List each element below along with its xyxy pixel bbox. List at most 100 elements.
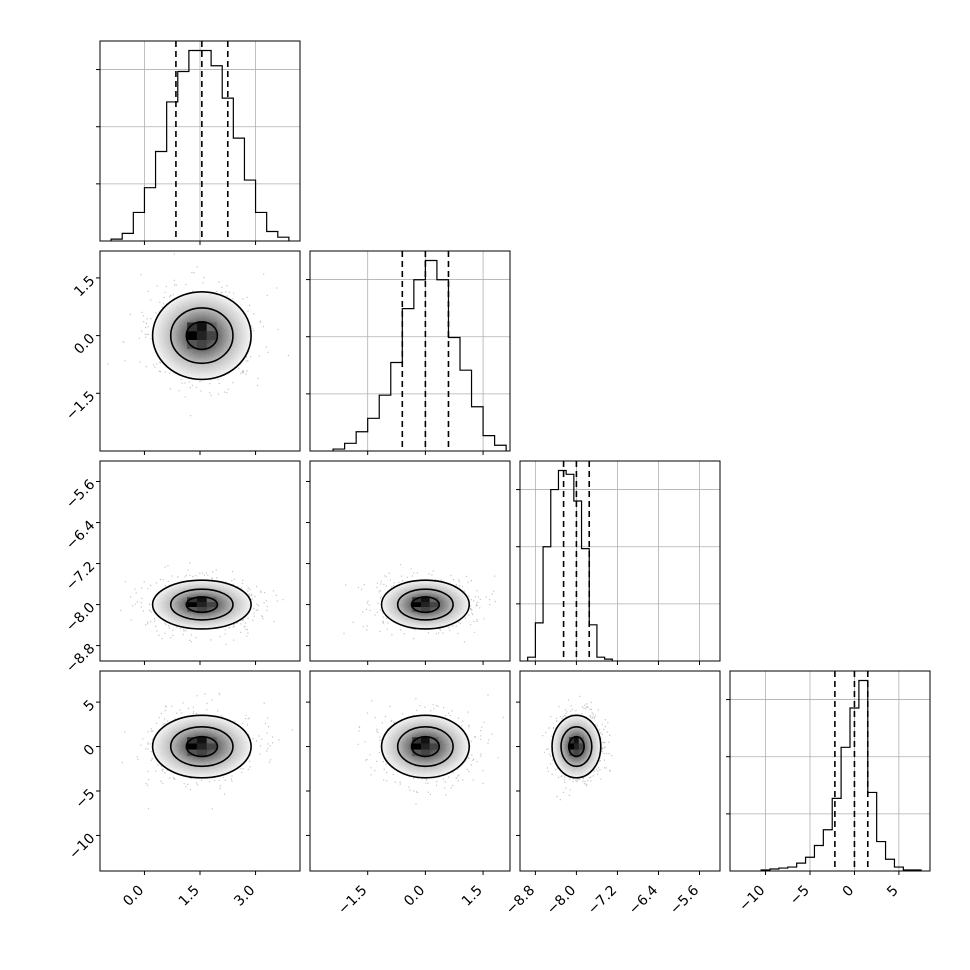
contour-0 xyxy=(410,735,441,758)
density-cell xyxy=(578,743,584,750)
y-tick-label: 0.0 xyxy=(71,331,98,358)
y-tick-label: −10 xyxy=(66,830,98,862)
density-cell xyxy=(196,331,207,340)
contour-0 xyxy=(185,735,219,758)
density-cell xyxy=(187,597,197,603)
density-cell xyxy=(412,749,421,756)
scatter-panel-3-0: −10 −5 0 5 0.0 1.5 3.0 xyxy=(66,670,301,910)
density-cell xyxy=(196,607,207,612)
x-tick-label: 0.0 xyxy=(120,883,147,910)
y-tick-label: −6.4 xyxy=(63,518,98,553)
panel-frame xyxy=(309,670,511,872)
panel-content xyxy=(542,695,613,801)
contour-1 xyxy=(169,726,234,768)
contour-2 xyxy=(151,714,252,779)
x-tick-label: 1.5 xyxy=(459,883,486,910)
x-tick-label: −8.0 xyxy=(544,883,579,918)
contour-0 xyxy=(185,320,219,351)
density-cell xyxy=(187,737,197,744)
contour-0 xyxy=(185,596,219,614)
density-cell xyxy=(429,602,439,608)
panel-frame xyxy=(99,250,301,452)
hist-panel-2 xyxy=(516,460,721,665)
x-tick-label: −8.8 xyxy=(503,883,538,918)
x-tick-label: 0.0 xyxy=(401,883,428,910)
density-cell xyxy=(412,607,421,612)
density-cell xyxy=(573,743,579,750)
contour-2 xyxy=(380,714,471,779)
histogram-line-1 xyxy=(332,259,507,451)
density-cell xyxy=(573,737,579,744)
density-cell xyxy=(187,340,197,349)
density-cell xyxy=(206,597,217,603)
density-cell xyxy=(421,607,430,612)
y-tick-label: −8.8 xyxy=(63,641,98,676)
hist-panel-1 xyxy=(306,250,511,455)
histogram-line-2 xyxy=(527,469,613,661)
density-cell xyxy=(196,602,207,608)
y-tick-label: −1.5 xyxy=(63,388,98,423)
density-cell xyxy=(196,597,207,603)
y-tick-label: −7.2 xyxy=(63,559,98,594)
density-cell xyxy=(421,749,430,756)
density-cell xyxy=(196,743,207,750)
density-cell xyxy=(421,602,430,608)
density-cell xyxy=(421,743,430,750)
density-cell xyxy=(187,749,197,756)
x-tick-label: −6.4 xyxy=(626,882,661,917)
x-tick-label: −5 xyxy=(787,883,813,909)
panel-content xyxy=(357,694,504,805)
y-tick-label: 1.5 xyxy=(71,273,98,300)
density-cell xyxy=(206,737,217,744)
y-tick-label: 0 xyxy=(81,742,99,760)
density-cell xyxy=(429,737,439,744)
density-cell xyxy=(421,597,430,603)
x-tick-label: −1.5 xyxy=(335,883,370,918)
density-cell xyxy=(187,602,197,608)
panel-frame xyxy=(309,460,511,662)
contour-2 xyxy=(551,714,602,779)
hist-panel-0 xyxy=(96,40,301,245)
panel-content xyxy=(100,562,284,645)
scatter-panel-3-1: −1.5 0.0 1.5 xyxy=(306,670,511,918)
contour-1 xyxy=(560,726,593,768)
density-cell xyxy=(196,749,207,756)
x-tick-label: 0 xyxy=(840,883,858,901)
y-tick-label: 5 xyxy=(81,697,99,715)
panel-frame xyxy=(309,250,511,452)
contour-0 xyxy=(410,596,441,614)
hist-panel-3: −10 −5 0 5 xyxy=(726,670,931,915)
x-tick-label: −7.2 xyxy=(585,883,620,918)
density-cell xyxy=(569,737,574,744)
panel-frame xyxy=(519,670,721,872)
scatter-points xyxy=(357,694,504,805)
density-cell xyxy=(187,607,197,612)
contour-1 xyxy=(396,588,454,621)
contour-1 xyxy=(169,588,234,621)
scatter-panel-1-0: −1.5 0.0 1.5 xyxy=(63,250,301,455)
contour-2 xyxy=(151,579,252,630)
contour-2 xyxy=(380,579,471,630)
scatter-panel-3-2: −8.8 −8.0 −7.2 −6.4 −5.6 xyxy=(503,670,721,918)
panel-frame xyxy=(729,670,931,872)
density-cell xyxy=(196,322,207,332)
x-tick-label: 5 xyxy=(884,883,902,901)
panel-content xyxy=(121,692,293,810)
density-cell xyxy=(206,322,217,332)
density-cell xyxy=(187,322,197,332)
panel-frame xyxy=(99,670,301,872)
histogram-line-0 xyxy=(110,49,290,241)
density-cell xyxy=(429,743,439,750)
density-cell xyxy=(569,749,574,756)
density-cell xyxy=(412,602,421,608)
panel-content xyxy=(343,564,496,643)
density-cell xyxy=(429,597,439,603)
scatter-panel-2-0: −8.8 −8.0 −7.2 −6.4 −5.6 xyxy=(63,460,301,676)
density-cell xyxy=(573,749,579,756)
density-cell xyxy=(187,331,197,340)
x-tick-label: −10 xyxy=(736,883,768,915)
scatter-panel-2-1 xyxy=(306,460,511,665)
density-cell xyxy=(412,743,421,750)
density-cell xyxy=(412,597,421,603)
